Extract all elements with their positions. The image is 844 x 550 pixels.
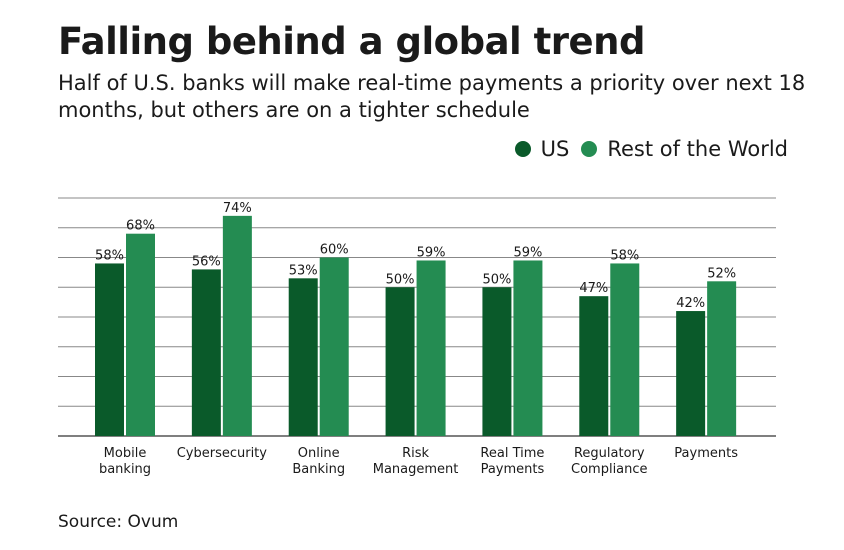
chart-subtitle: Half of U.S. banks will make real-time p… — [58, 71, 806, 122]
legend: US Rest of the World — [514, 137, 788, 161]
chart-title: Falling behind a global trend — [58, 20, 645, 63]
value-label-us: 58% — [95, 248, 124, 263]
value-label-rest-of-world: 60% — [320, 243, 349, 258]
category-label: Online — [298, 446, 340, 461]
value-label-us: 50% — [386, 272, 415, 287]
value-label-us: 47% — [579, 281, 608, 296]
bar-rest-of-world — [126, 233, 155, 436]
bar-us — [482, 287, 512, 436]
bars — [95, 215, 737, 436]
legend-swatch-us — [514, 141, 531, 157]
value-label-rest-of-world: 74% — [223, 201, 252, 216]
bar-us — [95, 263, 124, 436]
bar-rest-of-world — [707, 281, 737, 436]
value-label-us: 53% — [289, 263, 318, 278]
bar-us — [288, 278, 318, 436]
value-label-rest-of-world: 52% — [707, 266, 736, 281]
category-label: Mobile — [104, 446, 147, 461]
category-label: Compliance — [571, 462, 648, 477]
category-label: Real Time — [480, 446, 544, 461]
category-label: Regulatory — [574, 446, 645, 461]
bar-us — [191, 269, 221, 436]
bar-rest-of-world — [610, 263, 640, 436]
legend-item-us: US — [514, 137, 570, 161]
value-label-rest-of-world: 59% — [417, 245, 446, 260]
value-label-us: 50% — [482, 272, 511, 287]
category-label: Payments — [481, 462, 545, 477]
bar-rest-of-world — [222, 215, 252, 436]
value-label-rest-of-world: 68% — [126, 219, 155, 234]
value-label-us: 56% — [192, 254, 221, 269]
category-label: Management — [373, 462, 459, 477]
category-label: Payments — [674, 446, 738, 461]
legend-label-us: US — [540, 137, 570, 161]
value-label-us: 42% — [676, 296, 705, 311]
category-label: banking — [99, 462, 151, 477]
bar-us — [385, 287, 415, 436]
value-labels: 58%68%56%74%53%60%50%59%50%59%47%58%42%5… — [95, 201, 736, 311]
category-label: Banking — [292, 462, 345, 477]
source-note: Source: Ovum — [58, 512, 179, 532]
bar-rest-of-world — [416, 260, 446, 436]
legend-swatch-rest-of-world — [581, 141, 598, 157]
bar-rest-of-world — [319, 257, 349, 436]
category-label: Cybersecurity — [177, 446, 268, 461]
bar-us — [676, 311, 706, 436]
legend-item-rest-of-world: Rest of the World — [581, 137, 788, 161]
bar-rest-of-world — [513, 260, 543, 436]
value-label-rest-of-world: 58% — [610, 248, 639, 263]
value-label-rest-of-world: 59% — [513, 245, 542, 260]
category-label: Risk — [402, 446, 429, 461]
legend-label-rest-of-world: Rest of the World — [607, 137, 788, 161]
bar-us — [579, 296, 609, 436]
